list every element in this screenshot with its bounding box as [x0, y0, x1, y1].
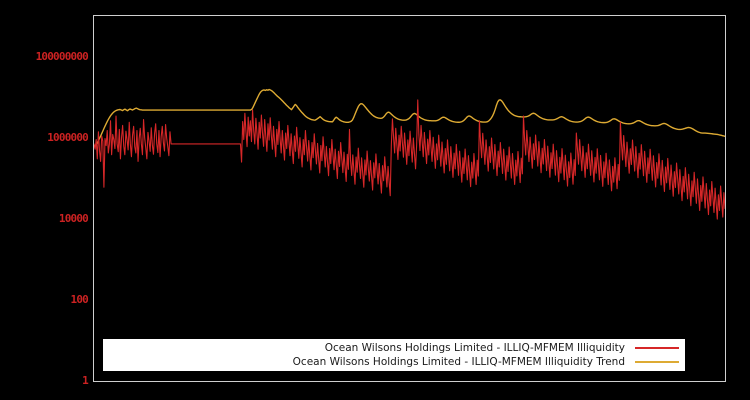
- y-axis-tick-label: 100: [70, 292, 89, 306]
- legend-entry-label: Ocean Wilsons Holdings Limited - ILLIQ-M…: [324, 342, 625, 354]
- legend-color-swatch: [635, 347, 679, 349]
- series-line-illiquidity-trend: [94, 88, 725, 148]
- y-axis-tick-label: 10000: [58, 211, 89, 225]
- legend-entry: Ocean Wilsons Holdings Limited - ILLIQ-M…: [103, 355, 685, 369]
- legend-entry-label: Ocean Wilsons Holdings Limited - ILLIQ-M…: [292, 356, 625, 368]
- chart-legend: Ocean Wilsons Holdings Limited - ILLIQ-M…: [102, 338, 686, 372]
- series-line-illiquidity: [94, 99, 725, 220]
- chart-canvas: [94, 88, 725, 220]
- plot-area: [93, 15, 726, 382]
- y-axis-tick-label: 1: [82, 374, 89, 387]
- legend-entry: Ocean Wilsons Holdings Limited - ILLIQ-M…: [103, 341, 685, 355]
- y-axis-tick-label: 100000000: [35, 49, 89, 63]
- y-axis-tick-label: 1000000: [47, 130, 89, 144]
- legend-color-swatch: [635, 361, 679, 363]
